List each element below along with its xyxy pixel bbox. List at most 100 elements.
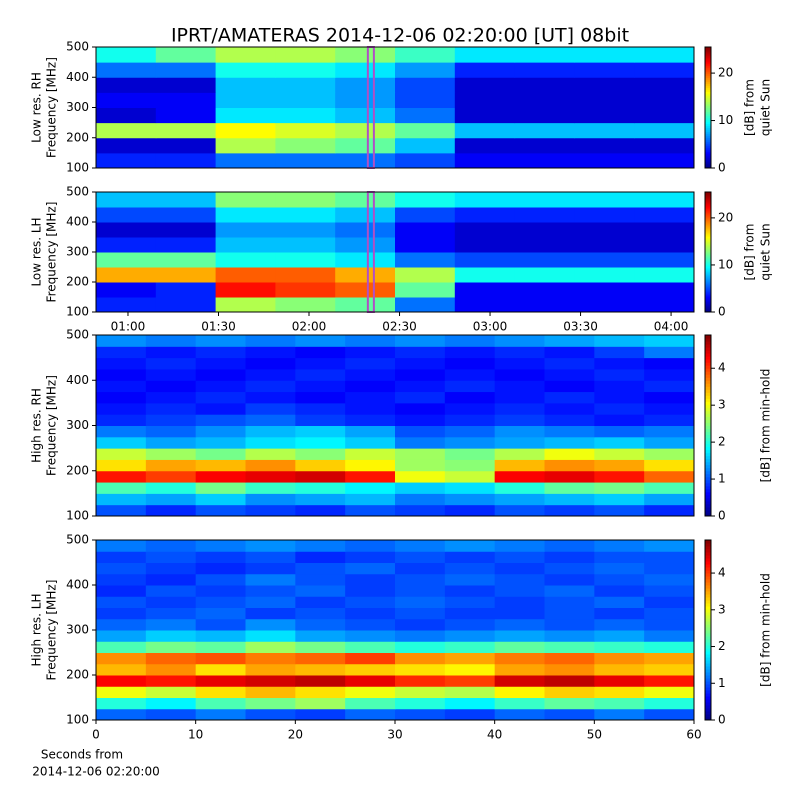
colorbar-strip [705,133,711,137]
heatmap-cell [634,252,695,268]
heatmap-cell [195,663,246,676]
heatmap-cell [215,237,276,253]
heatmap-cell [295,368,346,381]
heatmap-cell [195,335,246,347]
colorbar-strip [705,113,711,117]
heatmap-cell [275,77,336,93]
colorbar-strip [705,238,711,241]
colorbar-strip [705,87,711,90]
heatmap-cell [145,380,197,393]
heatmap-cell [594,607,645,620]
colorbar-strip [705,304,711,307]
heatmap-cell [345,641,396,653]
heatmap-cell [544,618,595,631]
heatmap-cell [395,368,446,381]
heatmap-cell [574,267,635,283]
heatmap-cell [444,573,496,586]
colorbar-strip [705,220,711,223]
colorbar-tick-label: 0 [718,713,726,727]
colorbar-strip [705,437,711,442]
colorbar-strip [705,353,711,357]
heatmap-cell [454,92,516,108]
heatmap-cell [245,436,296,449]
heatmap-cell [454,107,516,124]
colorbar-frame [704,46,712,169]
heatmap-cell [275,152,336,169]
colorbar-strip [705,377,711,381]
heatmap-cell [195,652,246,665]
colorbar-strip [705,669,711,673]
colorbar-strip [705,228,711,231]
colorbar-strip [705,79,711,82]
heatmap-cell [96,630,147,642]
colorbar-strip [705,431,711,436]
heatmap-cell [96,697,147,710]
heatmap-cell [594,652,645,665]
y-tick-label: 100 [66,713,89,727]
heatmap-cell [275,207,336,223]
heatmap-cell [395,267,456,283]
y-tick-label: 100 [66,509,89,523]
y-tick-label: 500 [66,533,89,547]
heatmap-cell [345,551,396,563]
colorbar-strip [705,109,711,113]
heatmap-cell [96,152,157,169]
heatmap-cell [544,470,595,483]
colorbar-strip [705,594,711,598]
heatmap-cell [295,697,346,710]
heatmap-cell [145,493,197,506]
heatmap-cell [444,697,496,710]
heatmap-cell [574,282,635,298]
colorbar-strip [705,214,711,217]
heatmap-cell [395,708,446,721]
heatmap-cell [96,493,147,506]
heatmap-cell [335,92,396,108]
colorbar-strip [705,270,711,273]
colorbar-strip [705,699,711,703]
heatmap-cell [444,448,496,460]
colorbar-strip [705,121,711,125]
heatmap-cell [395,618,446,631]
colorbar-strip [705,416,711,420]
colorbar-strip [705,272,711,275]
colorbar-strip [705,155,711,159]
heatmap-cell [644,708,695,721]
heatmap-cell [295,346,346,359]
heatmap-cell [145,346,197,359]
heatmap-cell [96,92,157,108]
heatmap-cell [295,663,346,676]
colorbar-strip [705,651,711,655]
colorbar-strip [705,335,711,339]
colorbar-strip [705,65,711,68]
colorbar-strip [705,151,711,155]
heatmap-cell [594,335,645,347]
heatmap-cell [634,92,695,108]
heatmap-cell [155,77,217,93]
heatmap-cell [96,504,147,517]
heatmap-cell [444,436,496,449]
colorbar-strip [705,276,711,279]
colorbar-strip [705,690,711,694]
heatmap-cell [494,504,545,517]
colorbar-strip [705,506,711,511]
heatmap-cell [155,47,217,63]
colorbar-strip [705,125,711,129]
heatmap-cell [594,470,645,483]
y-tick-label: 300 [66,418,89,432]
heatmap-cell [335,222,396,238]
heatmap-cell [96,663,147,676]
heatmap-cell [215,267,276,283]
colorbar-tick-label: 3 [718,602,726,616]
heatmap-cell [494,697,545,710]
heatmap-cell [544,708,595,721]
heatmap-cell [574,107,635,124]
heatmap-cell [145,459,197,472]
heatmap-cell [395,391,446,404]
colorbar-strip [705,165,711,169]
heatmap-cell [96,618,147,631]
heatmap-cell [295,335,346,347]
heatmap-cell [215,92,276,108]
heatmap-cell [96,540,147,552]
x-tick-label: 60 [686,728,701,742]
heatmap-cell [275,222,336,238]
